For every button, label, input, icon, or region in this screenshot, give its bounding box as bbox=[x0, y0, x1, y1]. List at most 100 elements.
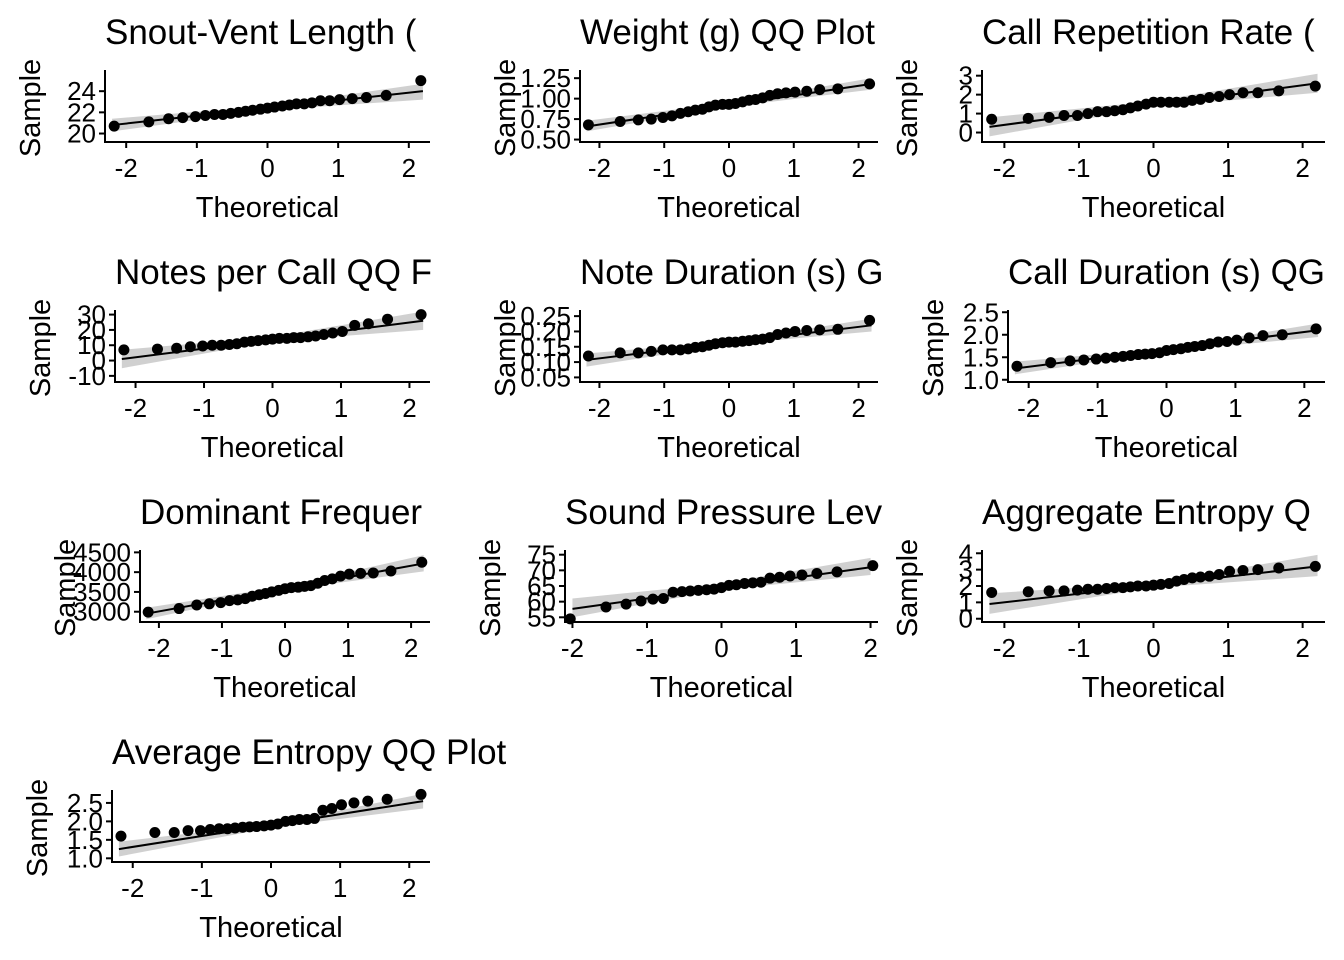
data-point bbox=[355, 567, 367, 579]
data-point bbox=[1109, 351, 1121, 363]
x-tick-label: -2 bbox=[124, 393, 147, 423]
data-point bbox=[367, 567, 379, 579]
x-tick-label: 1 bbox=[1228, 393, 1242, 423]
data-point bbox=[415, 788, 427, 800]
data-point bbox=[1071, 109, 1083, 121]
data-point bbox=[215, 339, 227, 351]
data-point bbox=[317, 804, 329, 816]
data-point bbox=[692, 584, 704, 596]
x-tick-label: -2 bbox=[561, 633, 584, 663]
data-point bbox=[1257, 330, 1269, 342]
data-point bbox=[1101, 106, 1113, 118]
panel-title: Call Duration (s) QG bbox=[1008, 253, 1325, 292]
y-tick-label: 2.5 bbox=[963, 297, 999, 327]
x-tick-label: 0 bbox=[1146, 633, 1160, 663]
data-point bbox=[362, 795, 374, 807]
data-point bbox=[739, 577, 751, 589]
data-point bbox=[415, 75, 427, 87]
data-point bbox=[1224, 89, 1236, 101]
data-point bbox=[1213, 91, 1225, 103]
y-axis-title: Sample bbox=[892, 539, 924, 637]
data-point bbox=[293, 814, 305, 826]
data-point bbox=[171, 342, 183, 354]
qq-panel: Average Entropy QQ Plot -2 -1 0 1 2 1.01.52.02… bbox=[22, 733, 507, 944]
y-tick-label: 1.0 bbox=[963, 365, 999, 395]
data-point bbox=[349, 319, 361, 331]
data-point bbox=[163, 113, 175, 125]
data-point bbox=[182, 825, 194, 837]
data-point bbox=[314, 95, 326, 107]
x-tick-label: 0 bbox=[722, 153, 736, 183]
data-point bbox=[632, 114, 644, 126]
data-point bbox=[784, 570, 796, 582]
x-axis-title: Theoretical bbox=[213, 672, 356, 704]
data-point bbox=[814, 324, 826, 336]
qq-panel: Aggregate Entropy Q-2 -1 0 1 201234Theoretic… bbox=[892, 493, 1325, 704]
y-tick-label: 30 bbox=[77, 300, 106, 330]
x-tick-label: -1 bbox=[190, 873, 213, 903]
x-tick-label: 1 bbox=[341, 633, 355, 663]
data-point bbox=[814, 84, 826, 96]
y-tick-label: 1 bbox=[959, 99, 973, 129]
data-point bbox=[1011, 360, 1023, 372]
x-tick-label: -1 bbox=[635, 633, 658, 663]
y-tick-label: 0.25 bbox=[520, 301, 571, 331]
x-tick-label: -2 bbox=[588, 153, 611, 183]
y-tick-label: 2 bbox=[959, 80, 973, 110]
data-point bbox=[772, 329, 784, 341]
x-tick-label: -2 bbox=[121, 873, 144, 903]
x-tick-label: 1 bbox=[1221, 633, 1235, 663]
y-axis-title: Sample bbox=[50, 539, 82, 637]
y-tick-label: 0 bbox=[959, 118, 973, 148]
x-tick-label: 0 bbox=[260, 153, 274, 183]
data-point bbox=[1252, 564, 1264, 576]
data-point bbox=[204, 824, 216, 836]
data-point bbox=[801, 325, 813, 337]
x-tick-label: -1 bbox=[185, 153, 208, 183]
data-point bbox=[684, 585, 696, 597]
x-tick-label: -1 bbox=[210, 633, 233, 663]
x-tick-label: -2 bbox=[993, 153, 1016, 183]
x-axis-title: Theoretical bbox=[1095, 432, 1238, 464]
x-tick-label: 1 bbox=[331, 153, 345, 183]
data-point bbox=[780, 87, 792, 99]
data-point bbox=[327, 327, 339, 339]
data-point bbox=[1186, 94, 1198, 106]
data-point bbox=[334, 570, 346, 582]
data-point bbox=[1178, 96, 1190, 108]
data-point bbox=[1109, 105, 1121, 117]
y-tick-label: 2.0 bbox=[963, 320, 999, 350]
x-tick-label: 0 bbox=[264, 873, 278, 903]
y-tick-label: 1.5 bbox=[67, 825, 103, 855]
data-point bbox=[203, 598, 215, 610]
data-point bbox=[1273, 85, 1285, 97]
data-point bbox=[382, 313, 394, 325]
data-point bbox=[620, 598, 632, 610]
data-point bbox=[1155, 96, 1167, 108]
data-point bbox=[362, 318, 374, 330]
data-point bbox=[1045, 357, 1057, 369]
x-tick-label: -2 bbox=[993, 633, 1016, 663]
data-point bbox=[168, 826, 180, 838]
data-point bbox=[1092, 583, 1104, 595]
data-point bbox=[1309, 80, 1321, 92]
data-point bbox=[1082, 108, 1094, 120]
data-point bbox=[986, 587, 998, 599]
data-point bbox=[801, 85, 813, 97]
data-point bbox=[194, 825, 206, 837]
data-point bbox=[385, 565, 397, 577]
data-point bbox=[1231, 334, 1243, 346]
y-axis-title: Sample bbox=[490, 59, 522, 157]
qq-panel: Call Duration (s) QG -2 -1 0 1 2 1.01.52.02.5 T… bbox=[918, 253, 1325, 464]
data-point bbox=[1252, 87, 1264, 99]
data-point bbox=[184, 341, 196, 353]
x-tick-label: -1 bbox=[1086, 393, 1109, 423]
y-tick-label: 70 bbox=[527, 555, 556, 585]
y-axis-title: Sample bbox=[475, 539, 507, 637]
x-axis-title: Theoretical bbox=[657, 192, 800, 224]
data-point bbox=[1178, 573, 1190, 585]
data-point bbox=[309, 812, 321, 824]
x-tick-label: -1 bbox=[1067, 633, 1090, 663]
data-point bbox=[334, 94, 346, 106]
